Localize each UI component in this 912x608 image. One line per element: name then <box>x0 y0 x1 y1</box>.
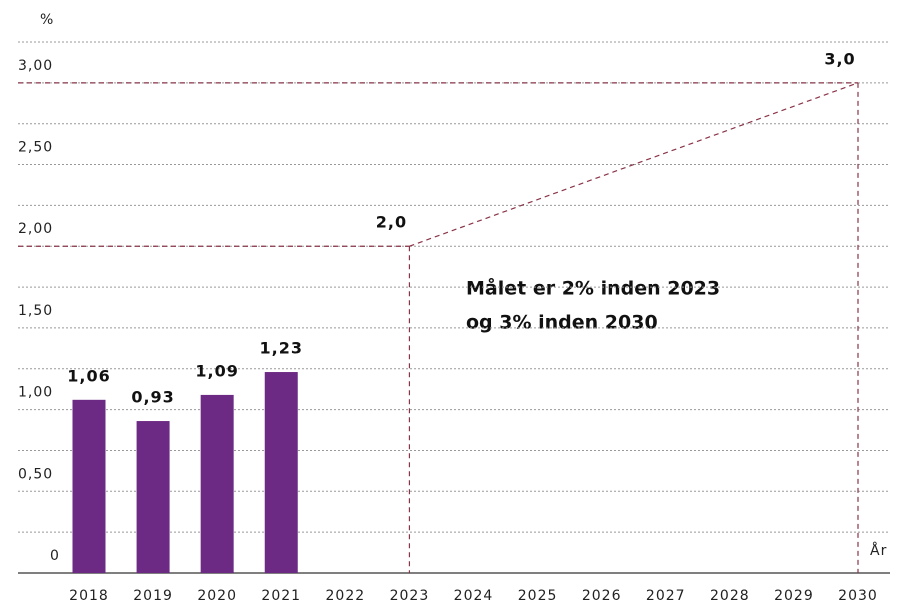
bar <box>264 372 298 573</box>
x-tick-label: 2026 <box>582 588 622 604</box>
value-label: 1,09 <box>195 361 238 380</box>
value-label: 1,06 <box>67 366 110 385</box>
annotation: og 3% inden 2030 <box>466 312 658 334</box>
x-tick-label: 2030 <box>838 588 878 604</box>
value-label: 2,0 <box>376 213 407 232</box>
target-line <box>409 82 859 247</box>
y-tick-label: 1,50 <box>18 303 53 319</box>
x-tick-label: 2029 <box>774 588 814 604</box>
y-tick-label: 2,00 <box>18 221 53 237</box>
x-tick-label: 2022 <box>326 588 366 604</box>
y-tick-label: 0 <box>50 548 60 564</box>
value-label: 0,93 <box>131 388 174 407</box>
x-tick-label: 2023 <box>390 588 430 604</box>
value-label: 3,0 <box>824 49 855 68</box>
x-tick-label: 2019 <box>133 588 173 604</box>
y-tick-label: 0,50 <box>18 466 53 482</box>
annotation: Målet er 2% inden 2023 <box>466 276 720 300</box>
x-tick-label: 2020 <box>197 588 237 604</box>
x-tick-label: 2018 <box>69 588 109 604</box>
bar <box>72 399 106 573</box>
y-tick-label: 2,50 <box>18 140 53 156</box>
value-label: 1,23 <box>260 339 303 358</box>
y-tick-label: 1,00 <box>18 385 53 401</box>
x-tick-label: 2028 <box>710 588 750 604</box>
y-tick-label: 3,00 <box>18 58 53 74</box>
bar <box>200 394 234 573</box>
bar <box>136 421 170 573</box>
x-tick-label: 2024 <box>454 588 494 604</box>
x-tick-label: 2021 <box>261 588 301 604</box>
x-tick-label: 2025 <box>518 588 558 604</box>
y-axis-label: % <box>40 12 54 28</box>
x-axis-label: År <box>870 542 887 559</box>
x-tick-label: 2027 <box>646 588 686 604</box>
